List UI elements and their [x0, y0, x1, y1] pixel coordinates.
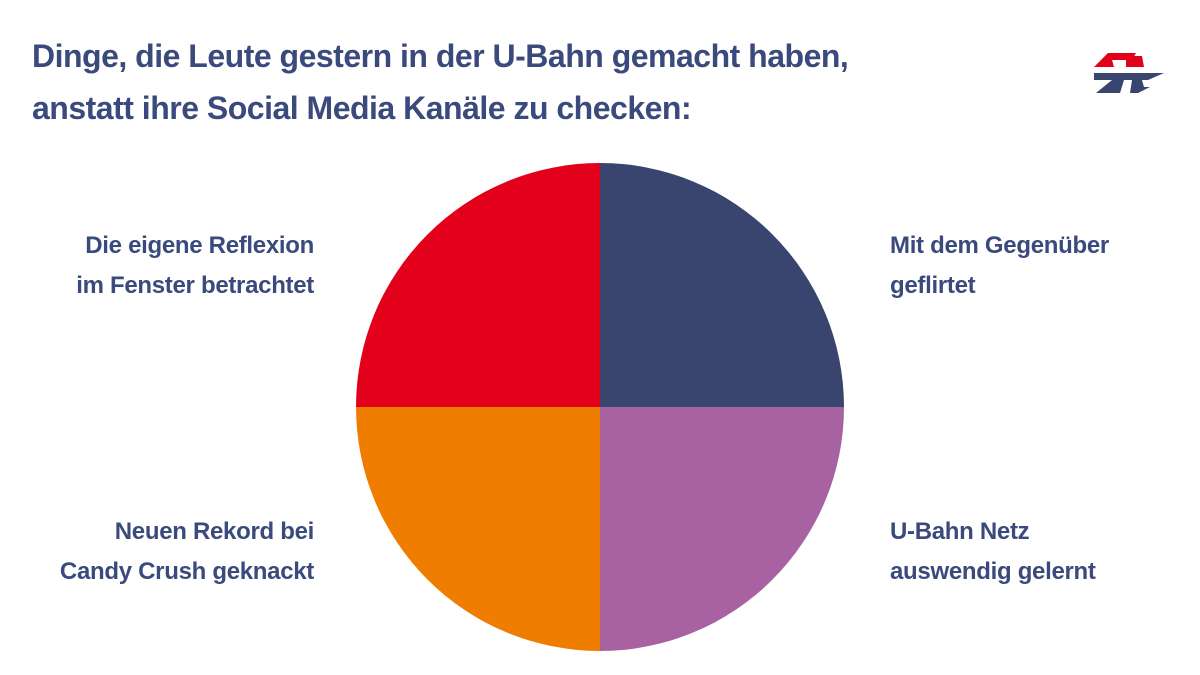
metro-logo-icon [1094, 53, 1164, 93]
title-line-1: Dinge, die Leute gestern in der U-Bahn g… [32, 38, 849, 74]
slice-label-line: Candy Crush geknackt [59, 558, 314, 585]
pie-slice-network [600, 407, 844, 651]
slice-label-line: U-Bahn Netz [890, 518, 1030, 545]
slice-label-line: auswendig gelernt [890, 558, 1096, 585]
pie-slice-candy-crush [356, 407, 600, 651]
title-line-2: anstatt ihre Social Media Kanäle zu chec… [32, 90, 692, 126]
slice-label-line: geflirtet [890, 272, 976, 299]
pie-slice-flirted [600, 163, 844, 407]
chart-title: Dinge, die Leute gestern in der U-Bahn g… [32, 30, 932, 134]
slice-label-line: im Fenster betrachtet [76, 272, 314, 299]
slice-label-candy-crush: Neuen Rekord bei Candy Crush geknackt [60, 512, 314, 592]
slice-label-line: Mit dem Gegenüber [890, 232, 1109, 259]
slice-label-reflection: Die eigene Reflexion im Fenster betracht… [76, 226, 314, 306]
slice-label-flirted: Mit dem Gegenüber geflirtet [890, 226, 1109, 306]
pie-slice-reflection [356, 163, 600, 407]
slice-label-network: U-Bahn Netz auswendig gelernt [890, 512, 1096, 592]
slice-label-line: Die eigene Reflexion [85, 232, 314, 259]
slice-label-line: Neuen Rekord bei [114, 518, 315, 545]
